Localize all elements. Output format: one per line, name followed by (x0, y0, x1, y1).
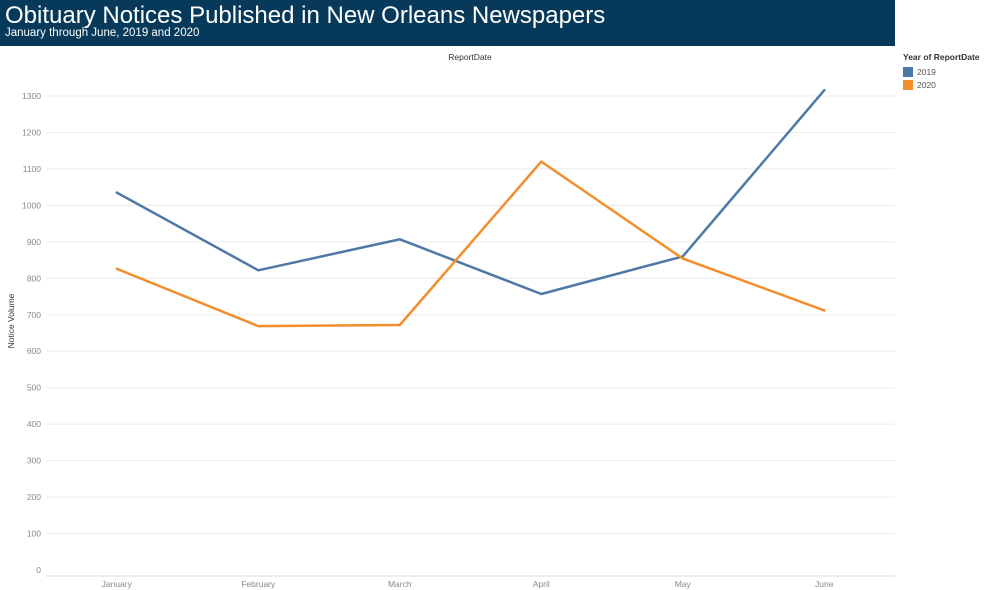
series-lines (115, 88, 826, 328)
y-tick-label: 1200 (22, 127, 41, 137)
legend-title: Year of ReportDate (903, 52, 980, 62)
y-tick-label: 1300 (22, 91, 41, 101)
legend-swatch (903, 66, 913, 77)
legend-item-2019: 2019 (903, 65, 980, 78)
x-axis-ticks: January February March April May June (102, 579, 834, 589)
legend: Year of ReportDate 2019 2020 (903, 52, 980, 91)
y-tick-label: 900 (27, 237, 41, 247)
y-tick-label: 700 (27, 310, 41, 320)
y-tick-label: 400 (27, 419, 41, 429)
legend-items: 2019 2020 (903, 65, 980, 91)
legend-label: 2019 (917, 66, 936, 77)
y-tick-label: 1000 (22, 200, 41, 210)
y-tick-label: 200 (27, 492, 41, 502)
x-tick-label: April (533, 579, 550, 589)
gridlines (46, 95, 895, 577)
series-line-2019 (115, 88, 826, 296)
line-chart: ReportDate Notice Volume 0 100 200 300 400 50… (6, 52, 895, 589)
y-tick-label: 800 (27, 273, 41, 283)
x-tick-label: June (815, 579, 834, 589)
column-header: ReportDate (448, 52, 492, 62)
x-tick-label: March (388, 579, 412, 589)
y-tick-label: 500 (27, 383, 41, 393)
legend-label: 2020 (917, 79, 936, 90)
y-tick-label: 300 (27, 456, 41, 466)
x-tick-label: May (675, 579, 692, 589)
legend-swatch (903, 79, 913, 90)
page-subtitle: January through June, 2019 and 2020 (5, 27, 200, 39)
x-tick-label: February (241, 579, 276, 589)
y-axis-title: Notice Volume (6, 293, 16, 348)
x-tick-label: January (102, 579, 133, 589)
y-tick-label: 600 (27, 346, 41, 356)
y-tick-label: 1100 (23, 164, 42, 174)
y-axis-ticks: 0 100 200 300 400 500 600 700 800 900 1000 1100 1200… (22, 91, 41, 575)
series-line-2020 (115, 160, 826, 328)
page-title: Obituary Notices Published in New Orlean… (5, 2, 606, 29)
legend-item-2020: 2020 (903, 78, 980, 91)
y-tick-label: 0 (36, 565, 41, 575)
y-tick-label: 100 (27, 529, 41, 539)
header-banner: Obituary Notices Published in New Orlean… (0, 0, 895, 46)
